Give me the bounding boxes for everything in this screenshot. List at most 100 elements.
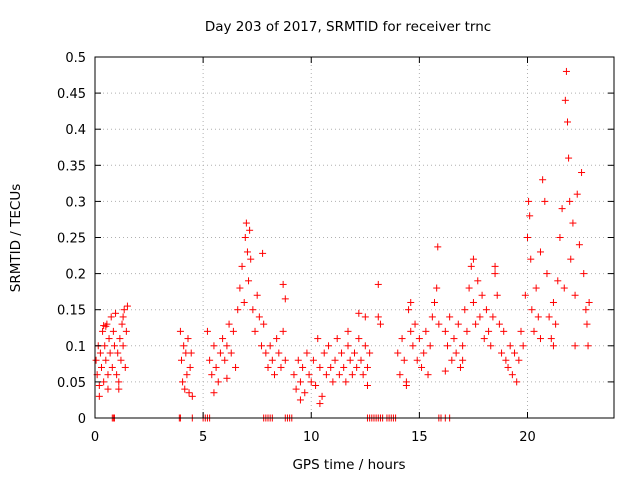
data-point xyxy=(508,371,516,379)
data-point xyxy=(374,280,382,288)
data-point xyxy=(363,363,371,371)
data-point xyxy=(560,284,568,292)
data-point xyxy=(277,363,285,371)
x-tick-label: 10 xyxy=(303,430,320,445)
data-point xyxy=(320,349,328,357)
data-point xyxy=(290,371,298,379)
data-point xyxy=(396,371,404,379)
data-point xyxy=(333,335,341,343)
data-point xyxy=(346,356,354,364)
data-point xyxy=(212,363,220,371)
data-point xyxy=(415,335,423,343)
y-tick-label: 0.2 xyxy=(65,268,86,283)
data-point xyxy=(578,169,586,177)
data-point xyxy=(433,284,441,292)
data-point xyxy=(114,349,122,357)
data-point xyxy=(279,280,287,288)
data-point xyxy=(203,327,211,335)
data-point xyxy=(573,190,581,198)
data-point xyxy=(543,270,551,278)
data-point xyxy=(340,363,348,371)
data-point xyxy=(279,327,287,335)
data-point xyxy=(400,356,408,364)
data-point xyxy=(258,342,266,350)
data-point xyxy=(376,320,384,328)
data-point xyxy=(123,302,131,310)
data-point xyxy=(299,363,307,371)
data-point xyxy=(584,342,592,350)
data-point xyxy=(242,219,250,227)
data-point xyxy=(120,306,128,314)
data-point xyxy=(316,400,324,408)
data-point xyxy=(500,327,508,335)
data-point xyxy=(549,298,557,306)
data-point xyxy=(519,342,527,350)
data-point xyxy=(426,342,434,350)
data-point xyxy=(312,382,320,390)
data-point xyxy=(253,291,261,299)
x-tick-label: 5 xyxy=(199,430,207,445)
data-point xyxy=(266,342,274,350)
data-point xyxy=(227,349,235,357)
data-point xyxy=(232,363,240,371)
data-point xyxy=(225,320,233,328)
data-point xyxy=(459,342,467,350)
data-point xyxy=(446,313,454,321)
data-point xyxy=(322,371,330,379)
data-point xyxy=(100,378,108,386)
data-point xyxy=(119,313,127,321)
data-point xyxy=(314,335,322,343)
data-point xyxy=(223,342,231,350)
data-point xyxy=(407,327,415,335)
data-point xyxy=(469,255,477,263)
data-point xyxy=(216,349,224,357)
data-point xyxy=(246,226,254,234)
data-point xyxy=(420,349,428,357)
data-point xyxy=(424,371,432,379)
data-point xyxy=(240,298,248,306)
data-point xyxy=(112,309,120,317)
data-point xyxy=(97,363,105,371)
y-tick-label: 0.15 xyxy=(57,304,86,319)
data-point xyxy=(428,313,436,321)
data-point xyxy=(104,385,112,393)
data-point xyxy=(480,335,488,343)
data-point xyxy=(185,389,193,397)
axis-ticks: 0 0.05 0.1 0.15 0.2 0.25 0.3 0.35 0.4 0.45 0.5 0 5 10… xyxy=(57,51,614,445)
data-point xyxy=(234,306,242,314)
data-point xyxy=(264,363,272,371)
data-point xyxy=(176,327,184,335)
y-tick-label: 0 xyxy=(78,412,86,427)
data-point xyxy=(405,306,413,314)
data-point xyxy=(101,342,109,350)
data-point xyxy=(461,306,469,314)
data-point xyxy=(502,356,510,364)
data-point xyxy=(558,205,566,213)
data-point xyxy=(515,356,523,364)
data-point xyxy=(467,262,475,270)
data-point xyxy=(344,327,352,335)
data-point xyxy=(181,385,189,393)
data-point xyxy=(580,270,588,278)
data-point xyxy=(472,320,480,328)
data-point xyxy=(344,342,352,350)
y-tick-label: 0.5 xyxy=(65,51,86,66)
data-point xyxy=(273,335,281,343)
data-point xyxy=(564,118,572,126)
data-point xyxy=(296,378,304,386)
data-point xyxy=(513,378,521,386)
data-point xyxy=(374,313,382,321)
data-point xyxy=(305,371,313,379)
data-point xyxy=(117,356,125,364)
data-point xyxy=(113,371,121,379)
data-point xyxy=(532,284,540,292)
data-point xyxy=(366,349,374,357)
data-point xyxy=(536,335,544,343)
data-point xyxy=(541,197,549,205)
data-point xyxy=(443,342,451,350)
y-tick-label: 0.3 xyxy=(65,195,86,210)
y-tick-label: 0.05 xyxy=(57,376,86,391)
data-point xyxy=(511,349,519,357)
data-point xyxy=(109,327,117,335)
data-point xyxy=(179,378,187,386)
